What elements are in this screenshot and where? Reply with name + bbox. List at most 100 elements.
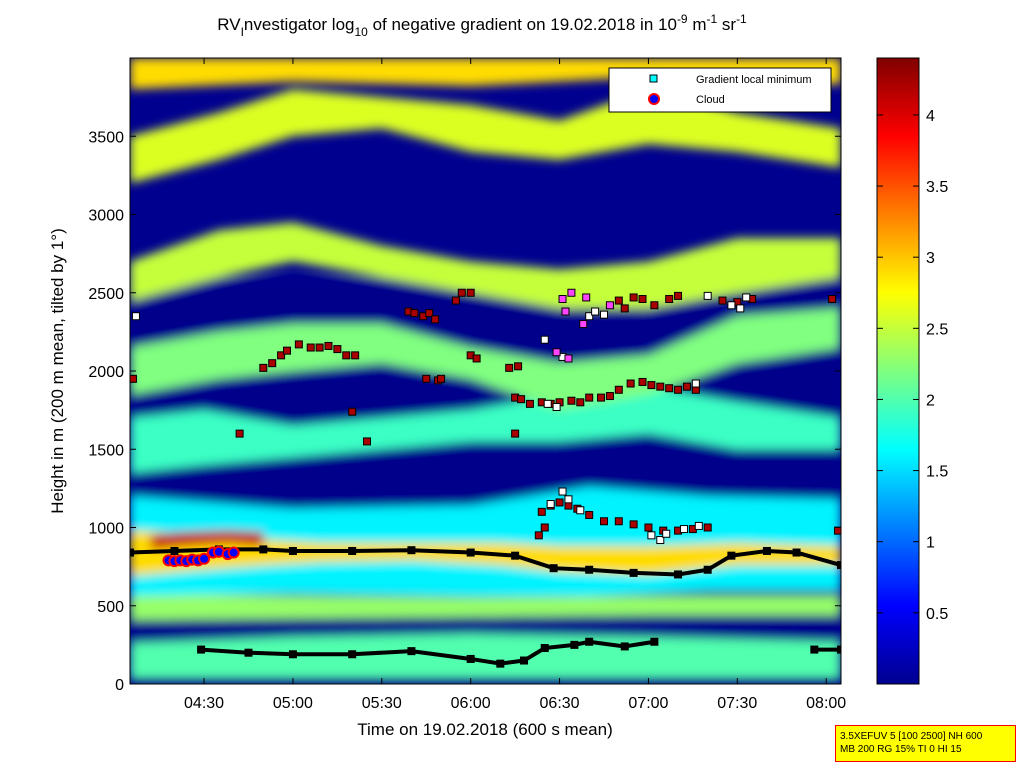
gradient-minimum-point (466, 548, 475, 557)
gradient-minimum-point (626, 379, 635, 388)
gradient-minimum-point (647, 531, 656, 540)
y-tick-label: 1500 (88, 442, 124, 459)
gradient-minimum-point (555, 498, 564, 507)
gradient-minimum-point (638, 295, 647, 304)
y-axis-label: Height in m (200 m mean, tilted by 1°) (48, 228, 67, 514)
gradient-minimum-point (762, 546, 771, 555)
gradient-minimum-point (437, 374, 446, 383)
series-group (130, 288, 841, 668)
x-axis-label: Time on 19.02.2018 (600 s mean) (357, 720, 612, 739)
gradient-minimum-point (679, 525, 688, 534)
colorbar-tick-label: 1 (926, 535, 935, 552)
x-tick-label: 05:00 (273, 695, 313, 712)
gradient-minimum-point (605, 392, 614, 401)
y-tick-label: 3000 (88, 208, 124, 225)
gradient-minimum-point (620, 304, 629, 313)
gradient-minimum-point (579, 320, 588, 329)
gradient-minimum-point (691, 379, 700, 388)
colorbar-tick-label: 3 (926, 250, 935, 267)
gradient-minimum-point (834, 526, 841, 535)
gradient-minimum-point (543, 399, 552, 408)
gradient-minimum-point (306, 343, 315, 352)
gradient-minimum-point (564, 495, 573, 504)
x-tick-label: 07:30 (717, 695, 757, 712)
y-axis: 0 500 1000 1500 2000 2500 3000 3500 (88, 129, 841, 694)
gradient-minimum-point (600, 517, 608, 526)
gradient-minimum-point (407, 546, 416, 555)
heatmap-band-8 (130, 222, 841, 309)
gradient-minimum-point (644, 523, 653, 532)
gradient-minimum-point (582, 293, 591, 302)
gradient-minimum-point (614, 385, 623, 394)
gradient-minimum-point (828, 295, 837, 304)
gradient-minimum-point (656, 382, 665, 391)
heatmap-band-6 (130, 386, 841, 473)
gradient-minimum-point (718, 296, 727, 305)
gradient-minimum-point (585, 312, 594, 321)
gradient-minimum-point (333, 345, 342, 354)
heatmap-band-1 (130, 633, 841, 678)
gradient-minimum-point (197, 645, 206, 654)
heatmap-band-5 (150, 530, 264, 550)
gradient-minimum-point (656, 536, 665, 545)
gradient-minimum-point (425, 309, 434, 318)
legend-marker-gradient-minimum (649, 74, 658, 83)
gradient-minimum-point (517, 395, 526, 404)
gradient-minimum-point (629, 293, 638, 302)
gradient-minimum-point (585, 565, 594, 574)
gradient-minimum-point (540, 523, 549, 532)
gradient-minimum-point (650, 301, 659, 310)
heatmap-band-10 (130, 58, 841, 90)
gradient-minimum-point (407, 647, 416, 656)
gradient-minimum-point (422, 374, 431, 383)
gradient-minimum-point (561, 307, 570, 316)
gradient-minimum-point (837, 645, 841, 654)
legend-box (608, 67, 832, 113)
gradient-minimum-point (457, 288, 466, 297)
gradient-minimum-point (451, 296, 460, 305)
y-tick-label: 500 (97, 599, 124, 616)
gradient-minimum-point (130, 374, 137, 383)
gradient-minimum-point (235, 429, 244, 438)
gradient-minimum-point (629, 568, 638, 577)
cloud-point (227, 546, 240, 559)
gradient-minimum-point (703, 565, 712, 574)
gradient-minimum-point (244, 648, 253, 657)
x-tick-label: 06:30 (540, 695, 580, 712)
gradient-minimum-point (703, 291, 712, 300)
gradient-minimum-point (585, 510, 594, 519)
gradient-minimum-point (792, 548, 801, 557)
colorbar-gradient (876, 57, 920, 685)
x-axis: 04:30 05:00 05:30 06:00 06:30 07:00 07:30 08:00 (184, 58, 846, 712)
gradient-minimum-point (466, 288, 475, 297)
gradient-minimum-point (268, 359, 277, 368)
legend-marker-cloud (648, 93, 660, 105)
x-tick-label: 05:30 (362, 695, 402, 712)
gradient-minimum-point (810, 645, 819, 654)
colorbar-tick-label: 4 (926, 108, 935, 125)
gradient-minimum-point (552, 402, 561, 411)
gradient-minimum-point (537, 507, 546, 516)
gradient-minimum-point (288, 650, 297, 659)
colorbar-tick-label: 3.5 (926, 179, 948, 196)
gradient-minimum-point (837, 561, 841, 570)
gradient-minimum-point (496, 659, 505, 668)
gradient-minimum-point (363, 437, 371, 446)
gradient-minimum-point (727, 301, 736, 310)
gradient-minimum-point (170, 546, 179, 555)
gradient-minimum-point (620, 642, 629, 651)
gradient-minimum-point (682, 382, 691, 391)
gradient-minimum-point (585, 637, 594, 646)
heatmap-band-9 (130, 89, 841, 184)
gradient-minimum-point (662, 529, 671, 538)
gradient-minimum-point (466, 654, 475, 663)
gradient-minimum-point (534, 531, 543, 540)
gradient-minimum-point (665, 384, 674, 393)
colorbar-tick-label: 1.5 (926, 464, 948, 481)
gradient-minimum-point (511, 429, 520, 438)
gradient-minimum-point (576, 506, 585, 515)
gradient-minimum-point (591, 307, 600, 316)
gradient-minimum-point (650, 637, 659, 646)
cloud-point (198, 552, 211, 565)
gradient-minimum-point (665, 295, 674, 304)
